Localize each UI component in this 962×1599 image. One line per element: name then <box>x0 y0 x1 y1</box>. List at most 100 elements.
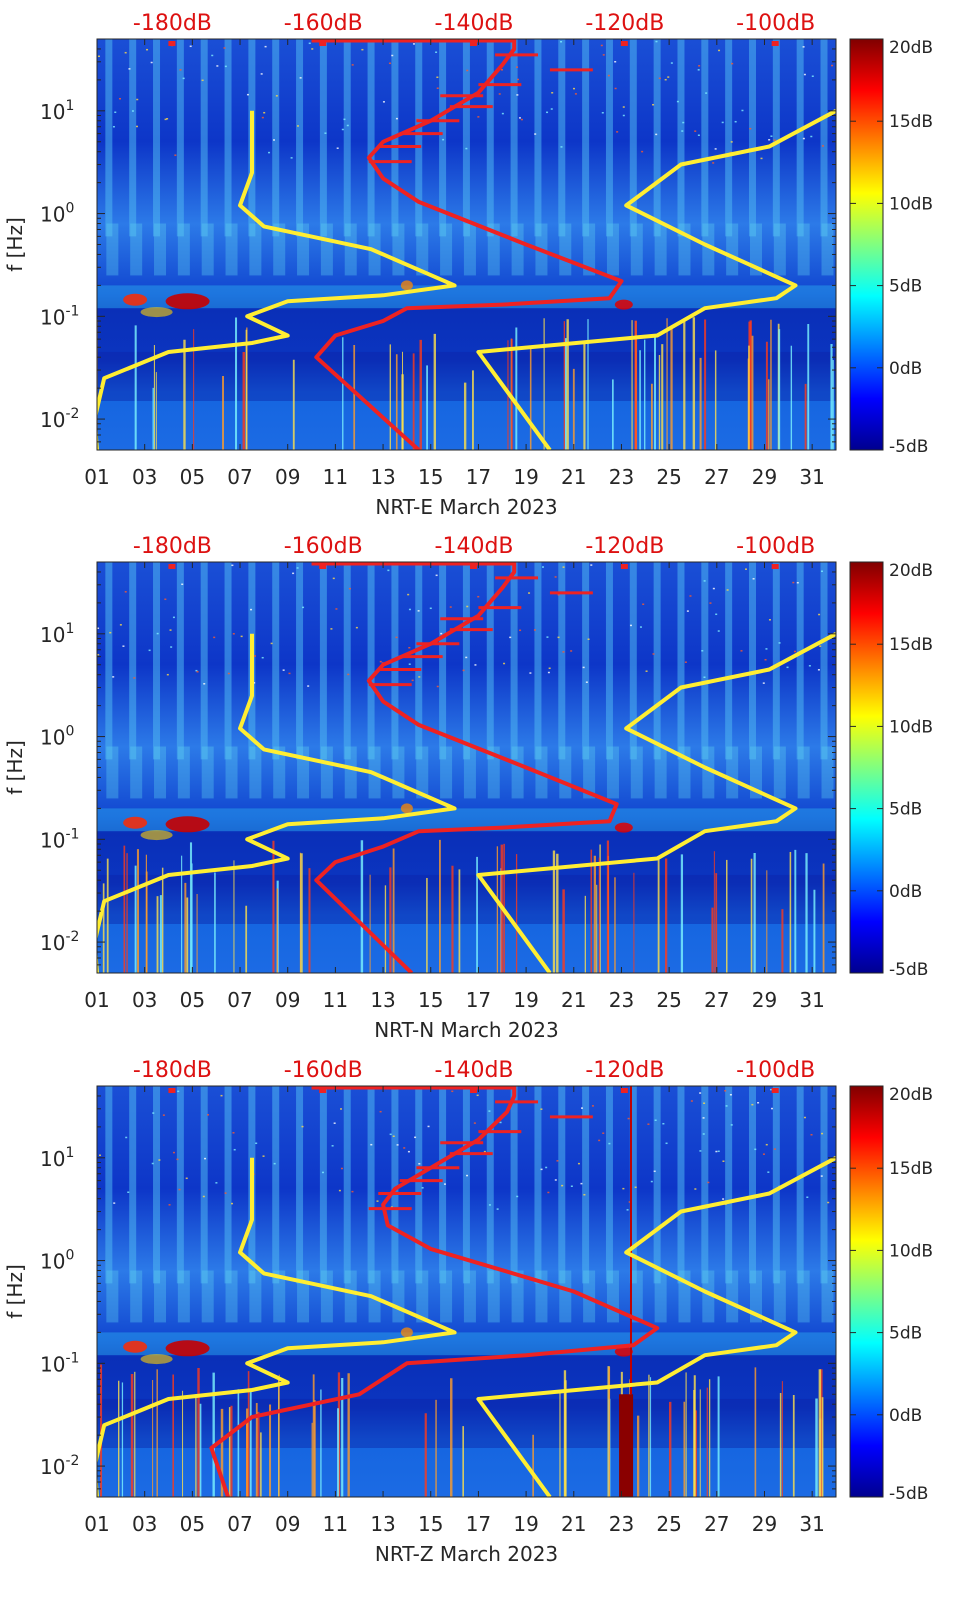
daily-noise-stripe <box>272 39 280 237</box>
daily-noise-band <box>320 223 333 276</box>
noise-model-curve <box>476 1156 836 1497</box>
x-tick-label: 07 <box>227 988 252 1012</box>
hf-speckle <box>332 577 335 580</box>
hf-speckle <box>488 1110 491 1112</box>
colorbar-tick-label: 20dB <box>889 561 933 581</box>
panel-nrt-z: 01 03 05 07 09 11 13 15 17 19 21 23 25 27 29 3110-210-1… <box>3 1058 933 1566</box>
hf-speckle <box>562 566 565 568</box>
daily-noise-stripe <box>653 1086 661 1284</box>
hf-speckle <box>151 1162 154 1165</box>
hf-speckle <box>715 1150 718 1153</box>
daily-noise-stripe <box>129 1086 137 1284</box>
daily-noise-band <box>606 746 619 799</box>
daily-noise-stripe <box>820 39 828 237</box>
storm-hotspot <box>614 1346 633 1357</box>
daily-noise-stripe <box>105 562 113 760</box>
daily-noise-stripe <box>105 39 113 237</box>
daily-noise-band <box>821 746 834 799</box>
x-tick-label: 25 <box>656 988 681 1012</box>
hf-speckle <box>443 1183 446 1185</box>
hf-speckle <box>602 54 605 56</box>
hf-speckle <box>203 683 206 685</box>
daily-noise-stripe <box>534 562 542 760</box>
daily-noise-stripe <box>820 562 828 760</box>
colorbar-tick-label: -5dB <box>889 1484 928 1504</box>
hf-speckle <box>488 1204 491 1206</box>
hf-speckle <box>808 665 811 667</box>
daily-noise-band <box>654 223 667 276</box>
y-tick-base: 10 <box>40 931 65 955</box>
x-tick-label: 17 <box>466 465 491 489</box>
hf-speckle <box>340 1108 343 1110</box>
hf-speckle <box>253 655 256 657</box>
daily-noise-stripe <box>153 1086 161 1284</box>
hf-speckle <box>655 40 658 43</box>
hf-speckle <box>765 1143 768 1146</box>
x-tick-label: 31 <box>799 1512 824 1536</box>
hf-speckle <box>642 603 645 605</box>
x-axis-label: NRT-Z March 2023 <box>375 1542 558 1566</box>
x-tick-label: 29 <box>752 1512 777 1536</box>
hf-speckle <box>768 139 771 141</box>
hf-speckle <box>641 150 644 153</box>
daily-noise-band <box>583 223 596 276</box>
hf-speckle <box>202 1195 205 1198</box>
hf-speckle <box>477 116 480 118</box>
daily-noise-stripe <box>462 1086 470 1284</box>
x-tick-label: 11 <box>323 1512 348 1536</box>
top-db-label: -100dB <box>736 534 815 559</box>
daily-noise-band <box>154 746 167 799</box>
daily-noise-band <box>273 1270 286 1323</box>
hf-speckle <box>390 1206 393 1208</box>
hf-speckle <box>408 646 411 649</box>
y-tick-exponent: -1 <box>65 1350 79 1366</box>
hf-speckle <box>667 76 670 78</box>
hf-speckle <box>232 1132 235 1134</box>
x-tick-label: 23 <box>609 465 634 489</box>
hf-speckle <box>591 1105 594 1107</box>
hf-speckle <box>608 1142 611 1145</box>
hf-speckle <box>376 1200 379 1202</box>
hf-speckle <box>645 670 648 672</box>
colorbar-tick-label: 10dB <box>889 717 933 737</box>
hf-speckle <box>473 1122 476 1124</box>
hf-speckle <box>703 676 706 679</box>
hf-speckle <box>570 1185 573 1188</box>
hf-speckle <box>627 1117 630 1120</box>
hf-speckle <box>391 54 394 57</box>
hf-speckle <box>182 77 185 80</box>
hf-speckle <box>516 1195 519 1198</box>
hf-speckle <box>288 672 291 675</box>
hf-speckle <box>119 624 122 626</box>
x-tick-label: 13 <box>370 1512 395 1536</box>
daily-noise-band <box>392 223 405 276</box>
hf-speckle <box>162 1114 165 1116</box>
daily-noise-stripe <box>486 39 494 237</box>
colorbar <box>849 561 884 974</box>
hf-speckle <box>516 94 519 96</box>
hf-speckle <box>99 1154 102 1157</box>
daily-noise-stripe <box>367 562 375 760</box>
top-db-marker <box>620 41 628 46</box>
hf-speckle <box>435 574 438 577</box>
hf-speckle <box>699 1150 702 1152</box>
hf-speckle <box>466 1174 469 1177</box>
hf-speckle <box>261 656 264 659</box>
y-tick-exponent: 1 <box>65 621 74 637</box>
hf-speckle <box>150 61 153 64</box>
y-tick-base: 10 <box>40 203 65 227</box>
hf-speckle <box>793 650 796 653</box>
x-tick-label: 25 <box>656 1512 681 1536</box>
hf-speckle <box>817 669 820 671</box>
hf-speckle <box>626 1209 629 1211</box>
hf-speckle <box>731 62 734 65</box>
hf-speckle <box>261 116 264 119</box>
hf-speckle <box>503 662 506 665</box>
daily-noise-stripe <box>486 1086 494 1284</box>
hf-speckle <box>628 1201 631 1203</box>
hf-speckle <box>440 632 443 635</box>
y-axis-label: f [Hz] <box>3 740 27 795</box>
x-tick-label: 29 <box>752 465 777 489</box>
daily-noise-band <box>773 1270 786 1323</box>
daily-noise-band <box>726 746 739 799</box>
